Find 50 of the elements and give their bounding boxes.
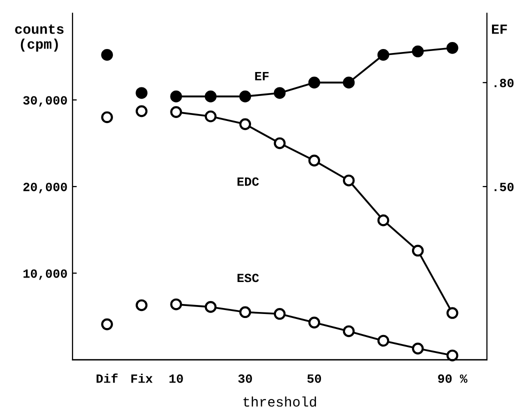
point — [446, 42, 458, 54]
point — [412, 244, 424, 257]
point — [136, 105, 148, 118]
point — [342, 174, 355, 186]
point — [204, 110, 217, 122]
point — [308, 154, 320, 166]
y2-tick-label: .80 — [494, 78, 514, 88]
point — [446, 350, 458, 362]
point — [274, 308, 286, 320]
y-tick-label: 30,000 — [23, 96, 67, 107]
y-axis-title: counts (cpm) — [15, 24, 64, 52]
series-label: EF — [255, 72, 269, 80]
x-tick-label: 90 % — [438, 374, 468, 383]
point — [377, 48, 390, 61]
point — [377, 334, 390, 347]
text: EDC — [238, 177, 259, 186]
point — [274, 137, 286, 150]
point — [239, 90, 252, 102]
point — [239, 118, 252, 130]
point — [170, 90, 182, 102]
point — [377, 214, 390, 226]
point — [308, 76, 320, 88]
point — [274, 87, 286, 99]
x-tick-label: Dif — [96, 374, 118, 383]
point — [446, 307, 458, 319]
x-tick-label: 10 — [169, 374, 183, 383]
point — [170, 106, 182, 118]
point — [204, 301, 217, 313]
y-tick-label: 10,000 — [23, 269, 67, 280]
point — [170, 298, 182, 310]
point — [308, 316, 320, 328]
point — [136, 87, 148, 99]
y-tick-label: 20,000 — [23, 182, 67, 194]
x-tick-label: 30 — [238, 374, 252, 383]
x-axis-title: threshold — [244, 396, 316, 407]
point — [136, 299, 148, 312]
y2-tick-label: .50 — [494, 182, 514, 192]
text: ESC — [238, 274, 259, 282]
point — [101, 318, 113, 330]
point — [239, 306, 252, 318]
point — [101, 48, 113, 61]
y2-axis-title: EF — [492, 24, 507, 34]
x-tick-label: 50 — [307, 374, 322, 383]
point — [204, 90, 217, 102]
point — [412, 45, 424, 58]
point — [101, 111, 113, 124]
point — [342, 325, 355, 338]
point — [412, 342, 424, 354]
point — [342, 76, 355, 88]
x-tick-label: Fix — [131, 374, 153, 383]
